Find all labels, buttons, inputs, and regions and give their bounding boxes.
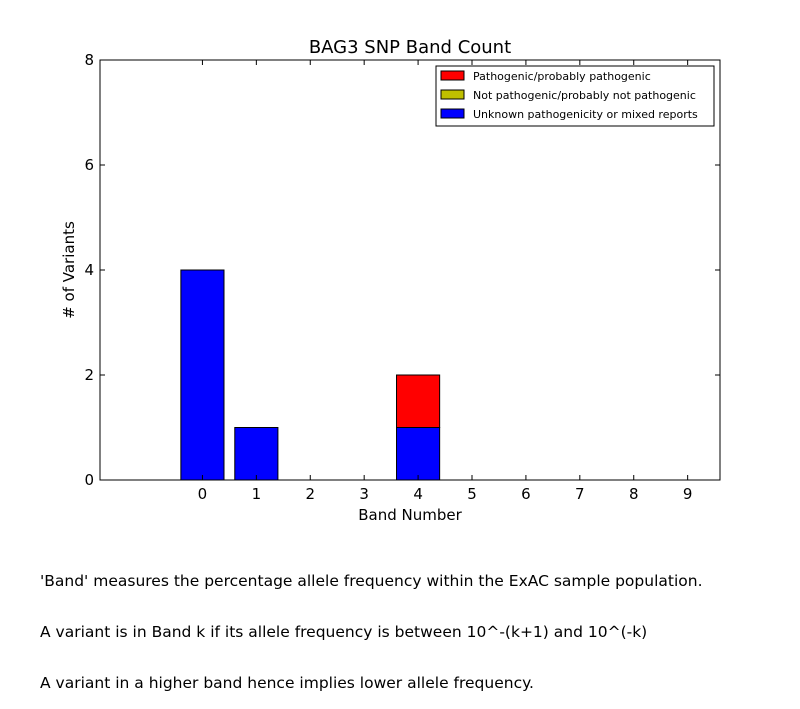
x-tick-label: 3 [359,485,369,503]
bar-chart: BAG3 SNP Band Count 0 2 4 6 8 0 1 2 3 4 5 6 7 8 9 Ban… [60,37,721,524]
y-tick-label: 2 [84,366,94,384]
y-tick-label: 8 [84,51,94,69]
legend-swatch [440,70,465,81]
legend-swatch [440,108,465,119]
x-tick-label: 6 [521,485,531,503]
x-tick-label: 7 [575,485,585,503]
x-tick-label: 8 [629,485,639,503]
y-axis: 0 2 4 6 8 [84,51,720,489]
x-tick-label: 0 [198,485,208,503]
x-axis: 0 1 2 3 4 5 6 7 8 9 [198,60,693,503]
caption-line: A variant is in Band k if its allele fre… [40,623,648,641]
bar-segment [180,269,225,481]
x-tick-label: 1 [252,485,262,503]
bar-segment [396,374,441,428]
legend-label: Not pathogenic/probably not pathogenic [473,89,696,102]
x-tick-label: 2 [305,485,315,503]
caption-line: A variant in a higher band hence implies… [40,674,534,692]
legend: Pathogenic/probably pathogenic Not pathog… [435,65,715,127]
caption: 'Band' measures the percentage allele fr… [40,539,703,709]
y-tick-label: 6 [84,156,94,174]
y-axis-label: # of Variants [60,221,78,319]
x-tick-label: 9 [683,485,693,503]
x-axis-label: Band Number [358,506,462,524]
bar-segment [396,427,441,481]
caption-line: 'Band' measures the percentage allele fr… [40,572,703,590]
legend-swatch [440,89,465,100]
chart-title: BAG3 SNP Band Count [309,37,511,58]
y-tick-label: 0 [84,471,94,489]
y-tick-label: 4 [84,261,94,279]
bar-segment [234,427,279,481]
bars [180,269,441,481]
legend-box [435,65,715,127]
legend-label: Pathogenic/probably pathogenic [473,70,651,83]
x-tick-label: 5 [467,485,477,503]
x-tick-label: 4 [413,485,423,503]
legend-label: Unknown pathogenicity or mixed reports [473,108,698,121]
